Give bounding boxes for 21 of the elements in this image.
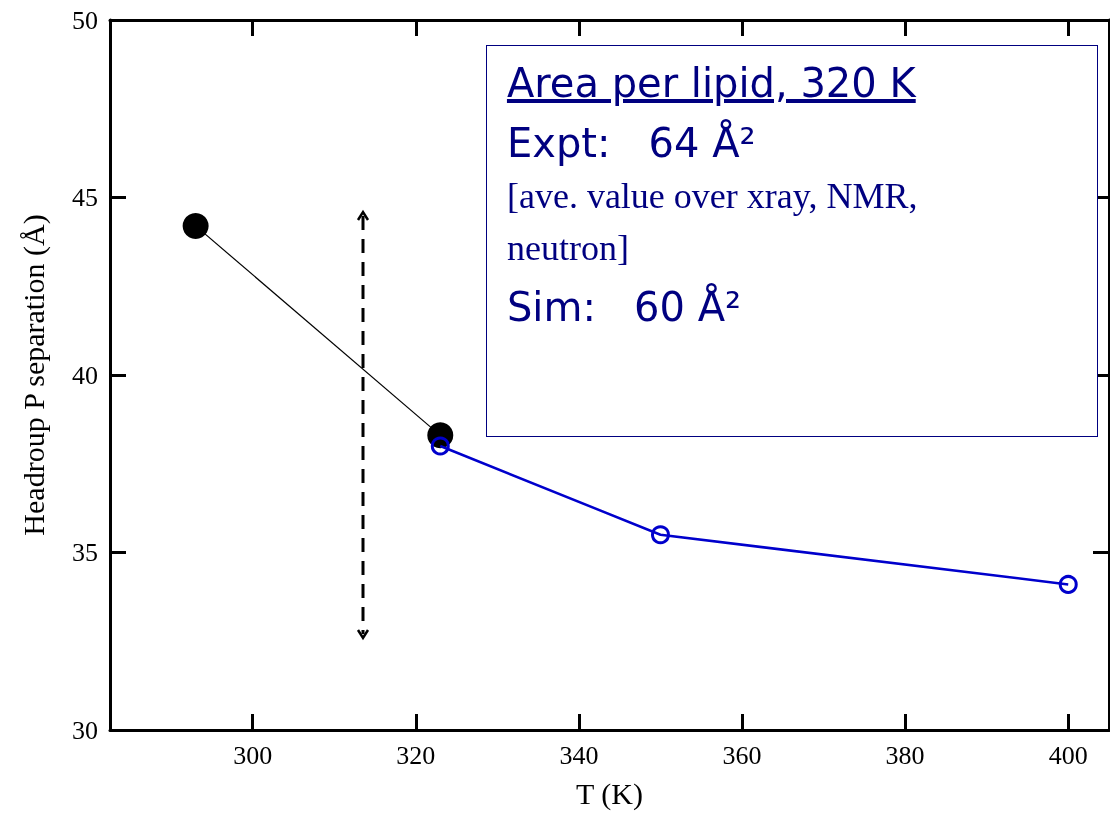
x-tick-label: 400: [1048, 740, 1088, 770]
annotation: Expt: 64 Å²: [506, 119, 757, 166]
y-axis-title: Headroup P separation (Å): [16, 214, 51, 536]
point: [182, 212, 209, 239]
x-tick-label: 380: [885, 740, 925, 770]
x-tick-label: 340: [559, 740, 599, 770]
x-tick-label: 360: [722, 740, 762, 770]
annotation: [ave. value over xray, NMR, neutron]: [506, 174, 919, 270]
x-tick-label: 320: [396, 740, 436, 770]
y-tick-label: 45: [72, 183, 98, 212]
y-tick-label: 40: [72, 360, 98, 390]
y-tick-label: 50: [72, 5, 98, 35]
x-axis-title: T (K): [576, 776, 643, 811]
point: [650, 525, 670, 545]
annotation: Sim: 60 Å²: [506, 283, 743, 330]
annotation: Area per lipid, 320 K: [506, 59, 918, 106]
x-tick-label: 300: [233, 740, 273, 770]
point: [430, 436, 450, 456]
y-tick-label: 35: [72, 538, 98, 567]
point: [1058, 574, 1078, 594]
y-tick-label: 30: [72, 715, 98, 745]
